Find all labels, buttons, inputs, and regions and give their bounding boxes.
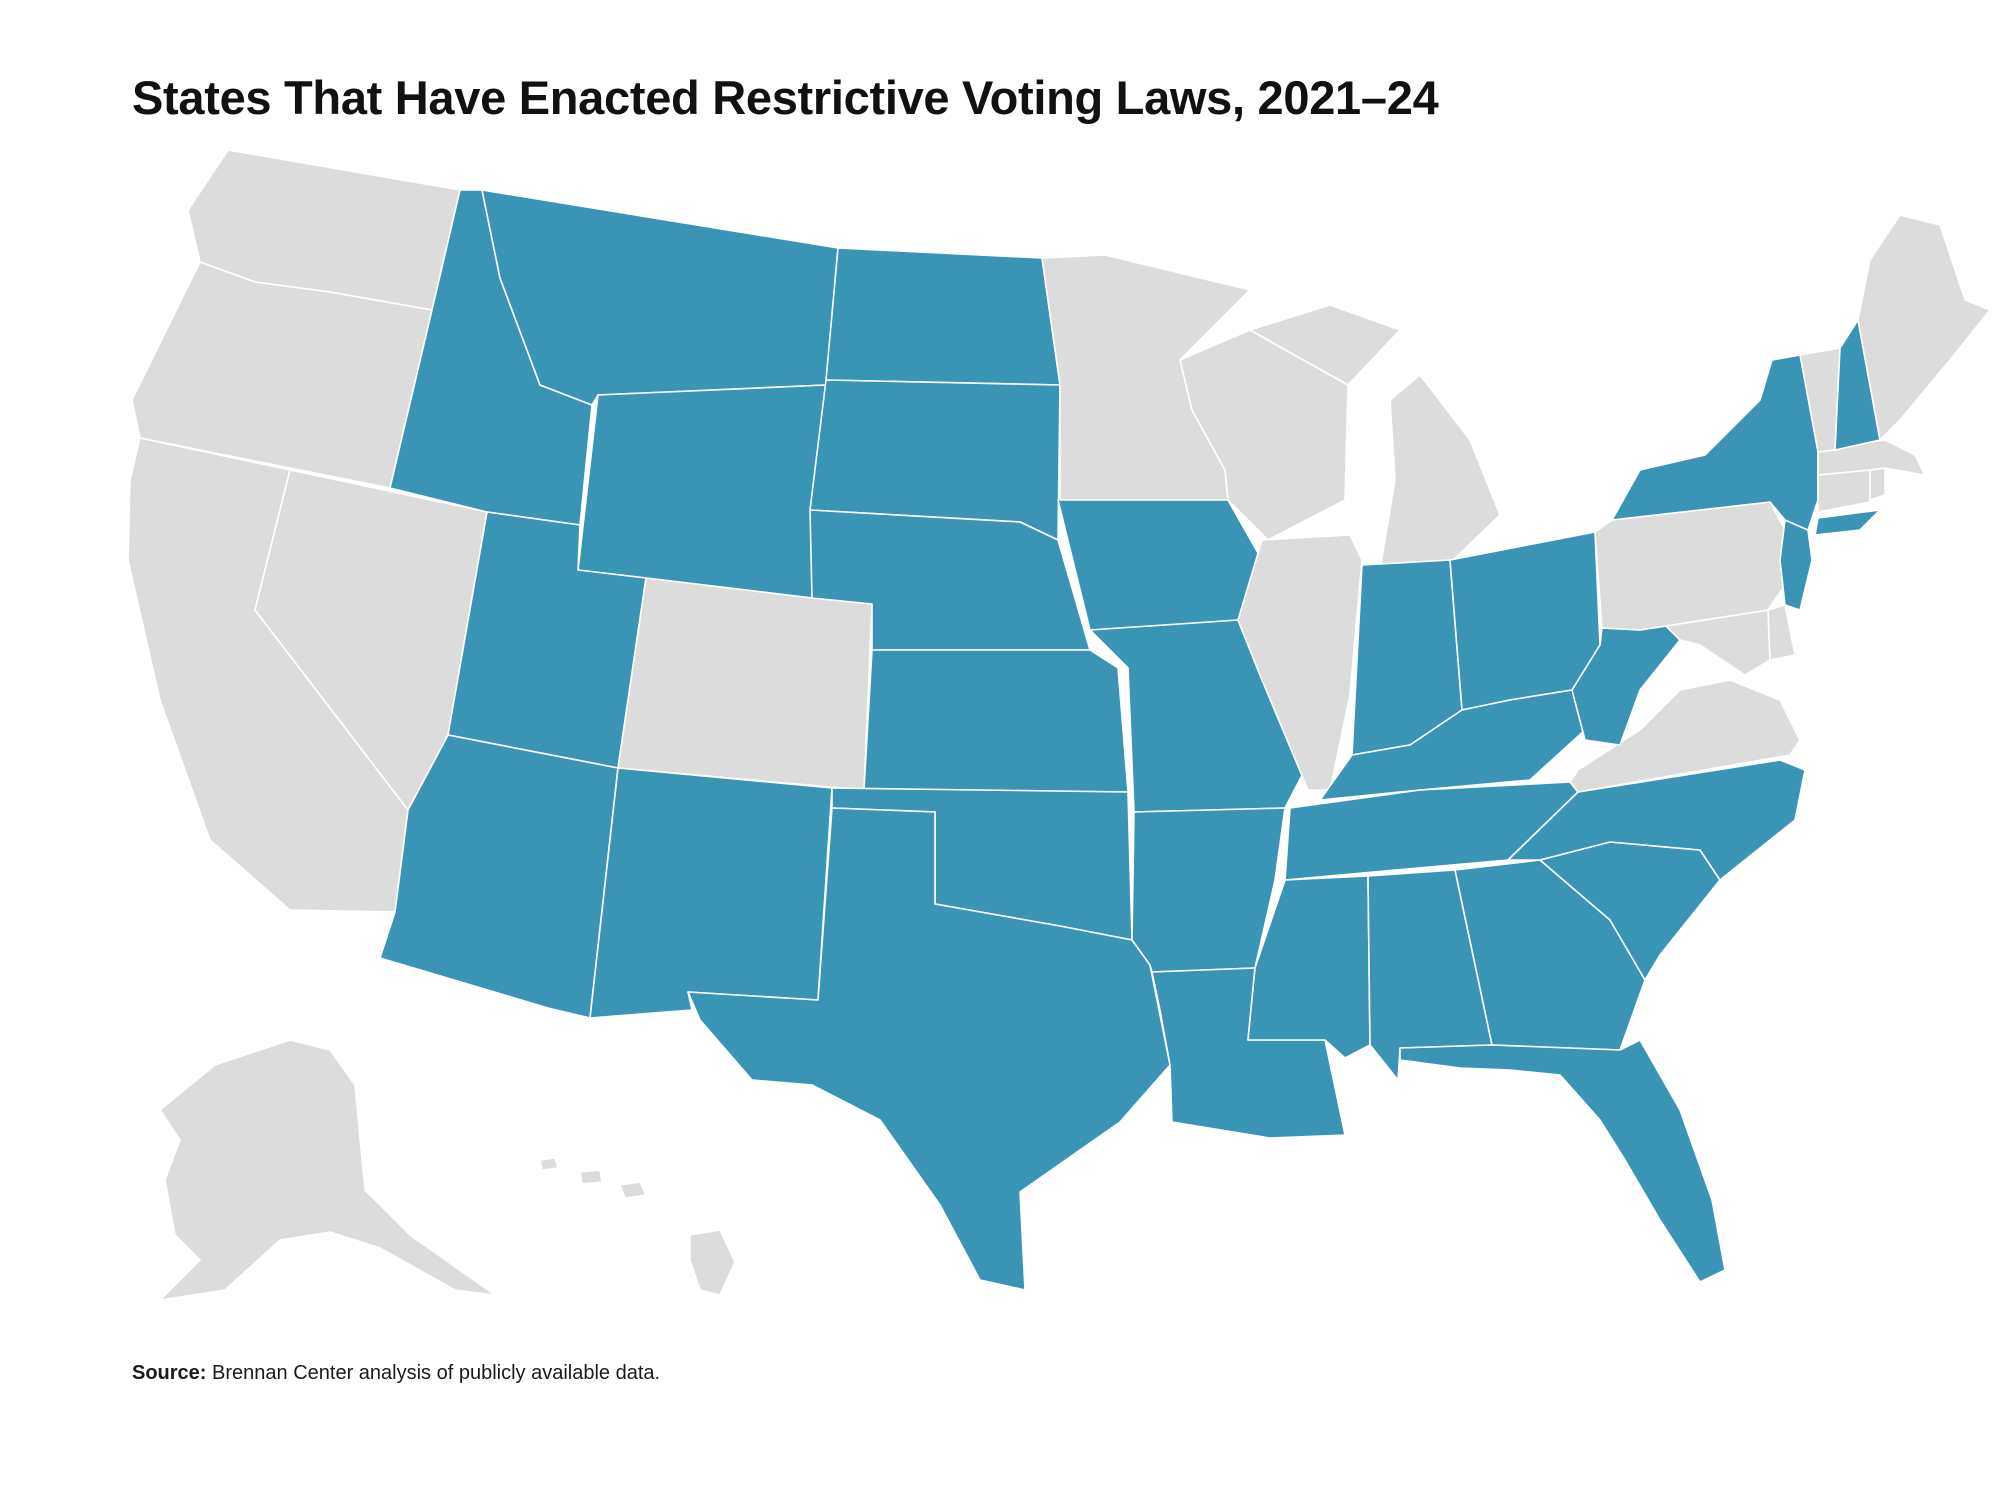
state-michigan <box>1249 304 1501 571</box>
source-text: Brennan Center analysis of publicly avai… <box>206 1362 661 1384</box>
state-pennsylvania <box>1594 501 1786 631</box>
state-florida <box>1399 1039 1726 1283</box>
state-virginia <box>1569 679 1801 793</box>
state-maine <box>1857 214 1991 441</box>
state-connecticut <box>1817 469 1871 513</box>
source-note: Source: Brennan Center analysis of publi… <box>132 1362 660 1385</box>
state-alaska <box>159 1039 496 1301</box>
state-new-jersey <box>1779 519 1813 611</box>
state-delaware <box>1767 604 1796 661</box>
state-montana <box>481 189 839 406</box>
state-hawaii <box>539 1157 736 1296</box>
state-colorado <box>617 577 873 791</box>
state-north-dakota <box>825 247 1061 386</box>
source-label: Source: <box>132 1362 207 1384</box>
state-massachusetts <box>1817 439 1926 476</box>
state-wyoming <box>577 384 827 599</box>
state-new-mexico <box>589 767 833 1019</box>
state-north-carolina <box>1507 759 1806 881</box>
state-iowa <box>1057 499 1263 631</box>
state-rhode-island <box>1869 467 1886 501</box>
state-kansas <box>863 649 1129 793</box>
map-title: States That Have Enacted Restrictive Vot… <box>132 71 1439 124</box>
